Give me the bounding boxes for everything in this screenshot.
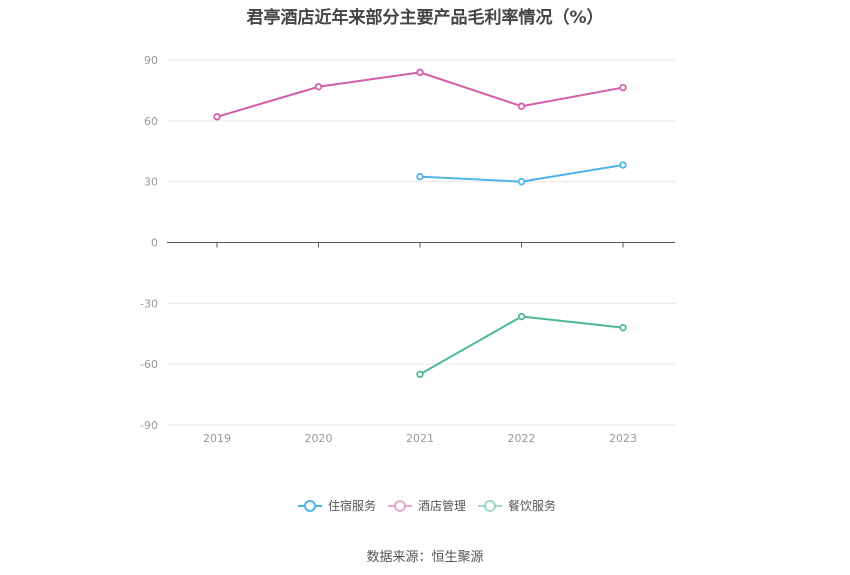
y-tick-label: -60 [140, 358, 158, 371]
data-source-note: 数据来源：恒生聚源 [366, 550, 484, 565]
legend-label: 餐饮服务 [508, 498, 556, 513]
x-tick-label: 2022 [508, 432, 536, 445]
data-point [416, 172, 424, 181]
data-point [517, 312, 526, 321]
y-tick-label: 60 [144, 115, 158, 128]
series-line [419, 315, 624, 376]
x-tick-label: 2023 [609, 432, 637, 445]
legend-marker [484, 500, 496, 512]
data-point [619, 161, 627, 169]
data-point [517, 102, 526, 110]
x-tick-label: 2020 [305, 432, 333, 445]
legend-label: 住宿服务 [328, 498, 376, 513]
data-point [416, 370, 424, 379]
data-point [517, 177, 526, 186]
data-point [416, 68, 424, 77]
y-tick-label: -90 [140, 419, 158, 432]
y-tick-label: 0 [151, 237, 158, 250]
data-point [619, 323, 627, 332]
legend-label: 酒店管理 [418, 498, 466, 513]
data-point [314, 83, 323, 91]
y-tick-label: 90 [144, 54, 158, 67]
data-point [213, 113, 221, 121]
series-line [216, 71, 624, 118]
y-tick-label: 30 [144, 176, 158, 189]
x-tick-label: 2019 [203, 432, 231, 445]
chart-title: 君亭酒店近年来部分主要产品毛利率情况（%） [246, 8, 604, 28]
data-point [619, 83, 627, 92]
legend-marker [304, 500, 316, 512]
y-tick-label: -30 [140, 297, 158, 310]
legend-marker [394, 500, 406, 512]
x-tick-label: 2021 [406, 432, 434, 445]
